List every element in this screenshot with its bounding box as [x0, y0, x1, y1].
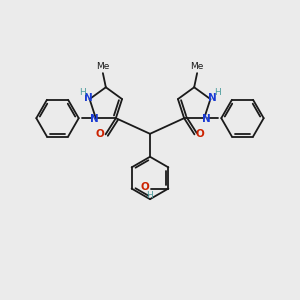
Text: N: N: [84, 93, 92, 103]
Text: O: O: [140, 182, 149, 192]
Text: Me: Me: [190, 62, 204, 71]
Text: H: H: [214, 88, 221, 97]
Text: O: O: [196, 129, 205, 140]
Text: Me: Me: [96, 62, 110, 71]
Text: O: O: [95, 129, 104, 140]
Text: N: N: [90, 114, 98, 124]
Text: H: H: [79, 88, 86, 97]
Text: N: N: [202, 114, 210, 124]
Text: N: N: [208, 93, 216, 103]
Text: H: H: [146, 190, 153, 200]
